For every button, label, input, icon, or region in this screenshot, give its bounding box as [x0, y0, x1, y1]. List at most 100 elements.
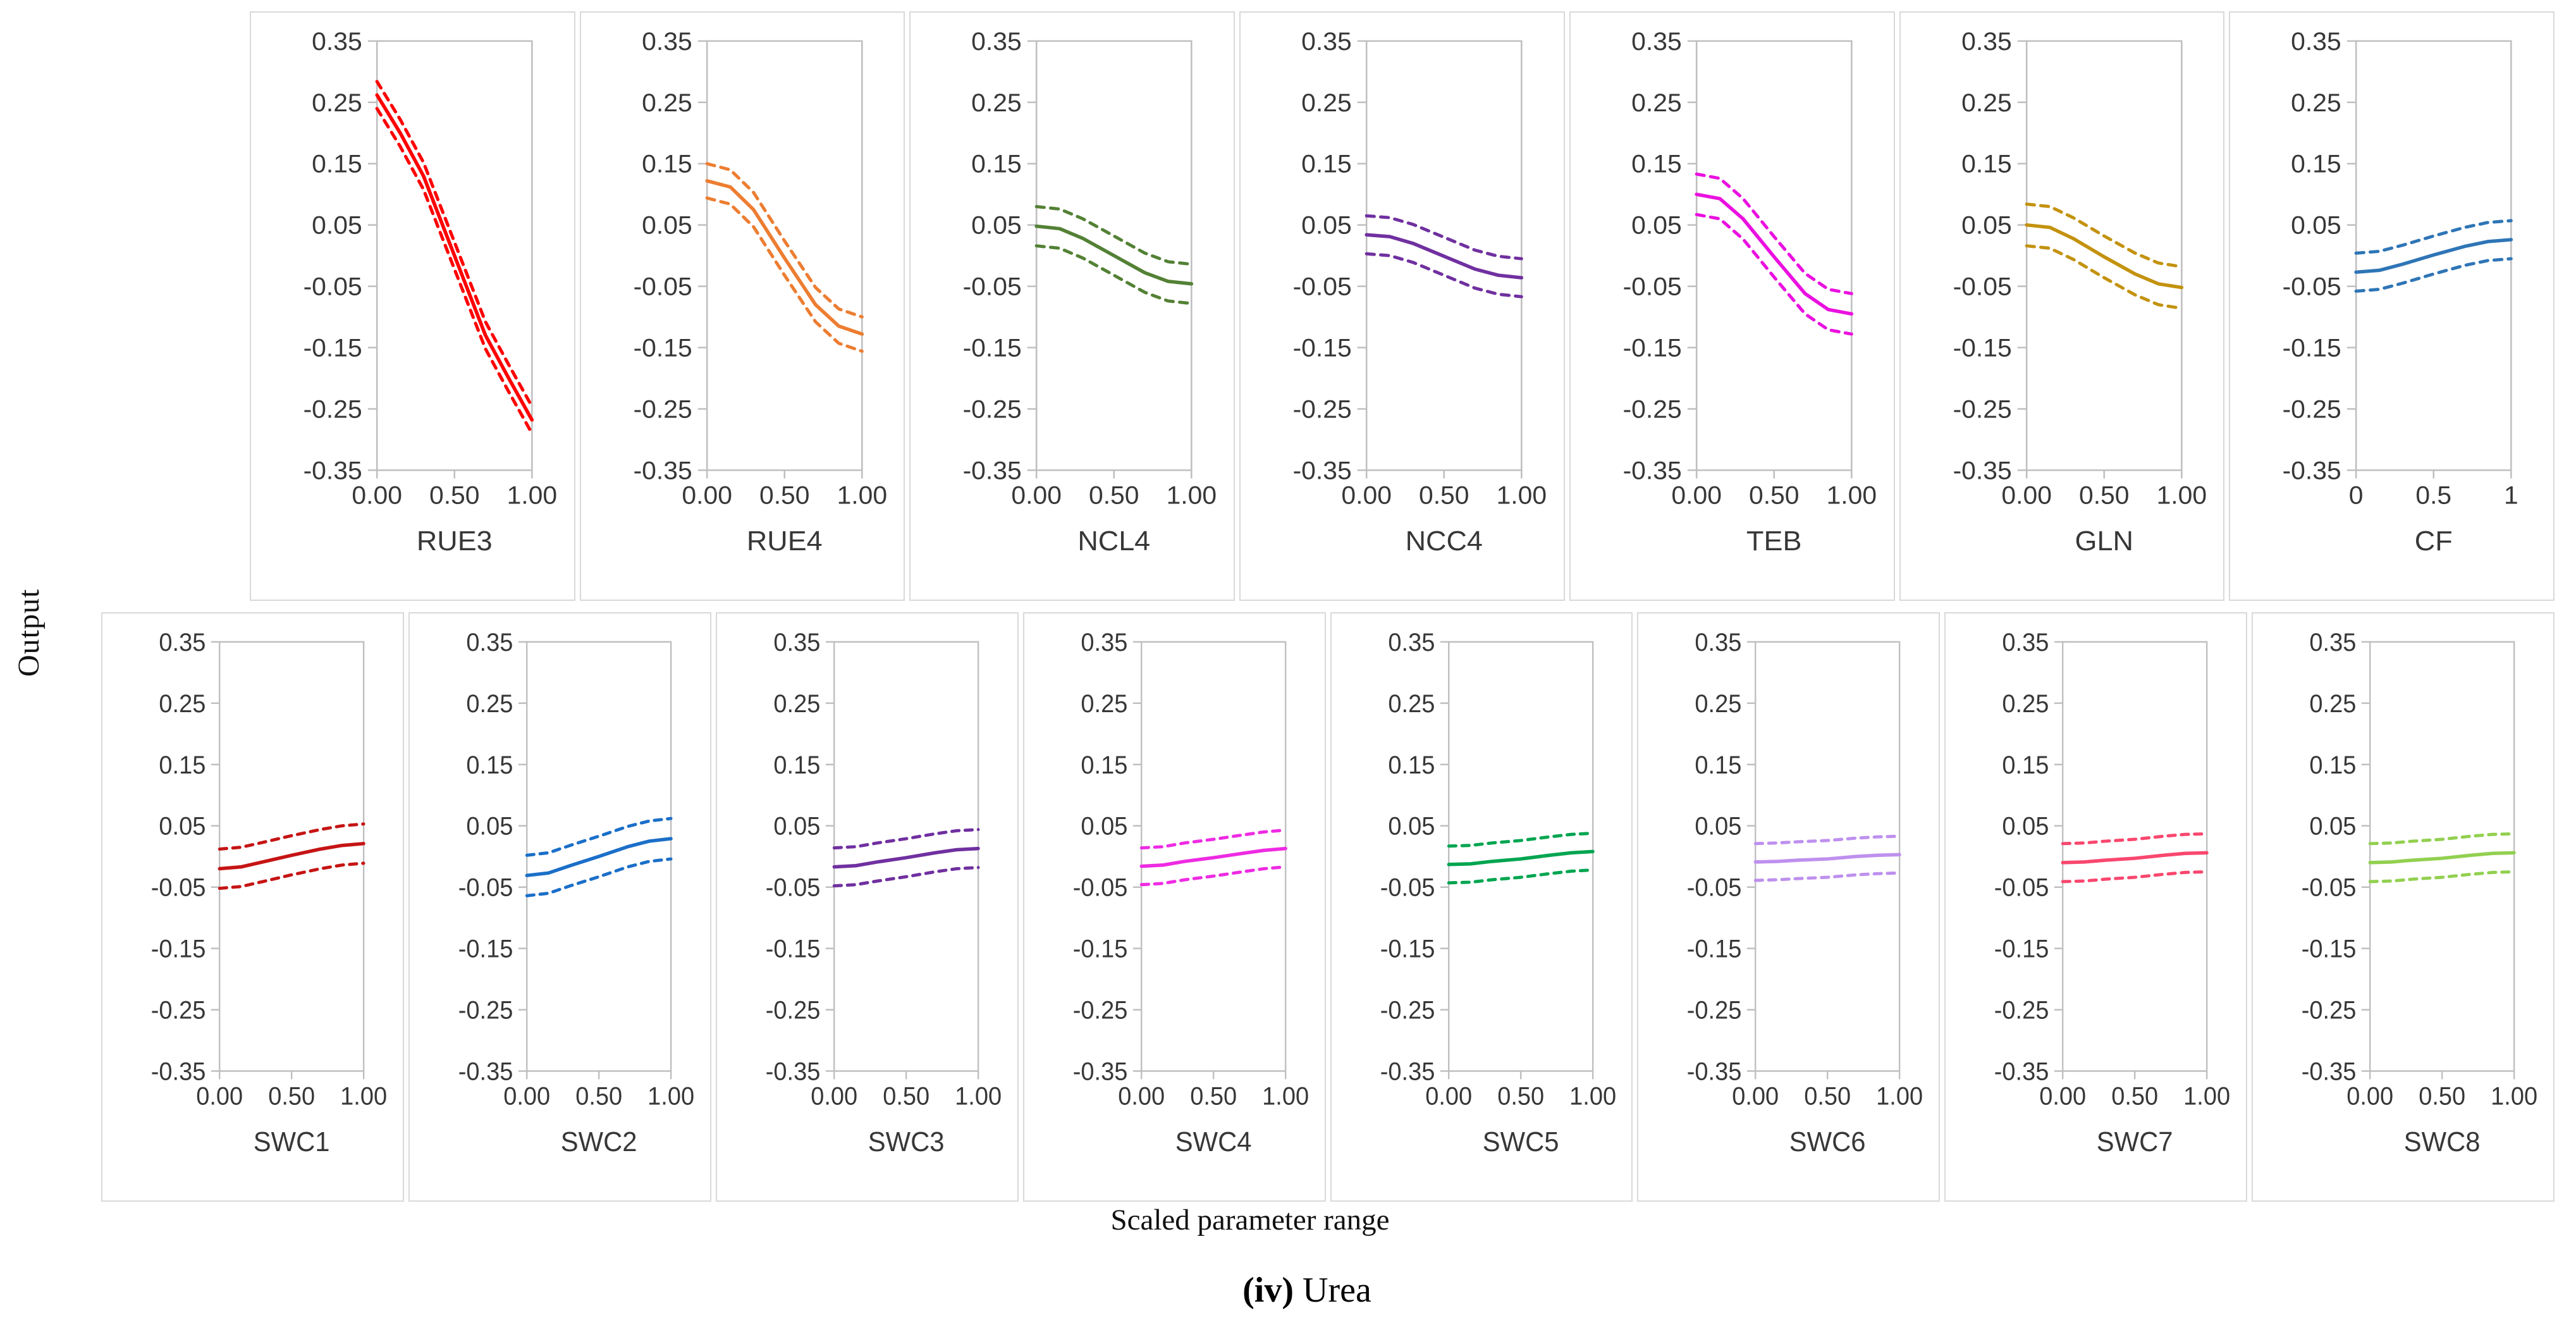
lower-confidence-band — [1035, 244, 1194, 305]
y-tick-label: 0.05 — [466, 813, 513, 841]
x-axis: 0.00 0.50 1.00 — [196, 1071, 387, 1111]
y-tick-label: -0.25 — [1072, 997, 1127, 1025]
y-tick-label: 0.25 — [466, 690, 513, 718]
parameter-name: RUE4 — [747, 526, 823, 557]
chart-GLN: 0.35 0.25 0.15 0.05 -0.05 -0.15 -0.25 -0.350.00… — [1953, 27, 2207, 557]
x-axis: 0.00 0.50 1.00 — [1012, 470, 1217, 509]
y-tick-label: -0.35 — [304, 456, 362, 484]
y-axis: 0.35 0.25 0.15 0.05 -0.05 -0.15 -0.25 -0.35 — [458, 629, 528, 1086]
x-tick-label: 0.00 — [1425, 1082, 1472, 1110]
x-tick-label: 1.00 — [1826, 481, 1877, 509]
upper-confidence-band — [375, 80, 534, 409]
y-tick-label: 0.05 — [1695, 813, 1742, 841]
y-tick-label: 0.25 — [1301, 88, 1352, 116]
y-tick-label: 0.25 — [159, 690, 205, 718]
y-tick-label: -0.25 — [1380, 997, 1435, 1025]
y-tick-label: 0.25 — [1695, 690, 1742, 718]
y-tick-label: 0.25 — [2291, 88, 2341, 116]
y-tick-label: -0.25 — [2283, 395, 2341, 423]
y-tick-label: -0.35 — [766, 1058, 821, 1086]
upper-confidence-band — [1754, 834, 1901, 846]
parameter-name: GLN — [2075, 526, 2133, 557]
mean-line — [705, 179, 864, 336]
y-tick-label: -0.15 — [458, 935, 513, 963]
y-tick-label: 0.25 — [2003, 690, 2049, 718]
chart-SWC1: 0.35 0.25 0.15 0.05 -0.05 -0.15 -0.25 -0.350.00… — [151, 629, 387, 1157]
x-tick-label: 0.00 — [682, 481, 732, 509]
y-tick-label: 0.05 — [1081, 813, 1127, 841]
x-tick-label: 0.00 — [2346, 1082, 2393, 1110]
panel-SWC2: 0.35 0.25 0.15 0.05 -0.05 -0.15 -0.25 -0.35 0.00… — [408, 612, 711, 1202]
lower-confidence-band — [1754, 871, 1901, 882]
y-tick-label: 0.15 — [2003, 751, 2049, 779]
parameter-name: SWC1 — [254, 1126, 330, 1157]
x-tick-label: 0.50 — [1805, 1082, 1851, 1110]
y-tick-label: -0.35 — [633, 456, 692, 484]
plot-frame — [2369, 641, 2515, 1072]
parameter-name: SWC6 — [1789, 1126, 1866, 1157]
upper-confidence-band — [1365, 214, 1524, 261]
y-axis: 0.35 0.25 0.15 0.05 -0.05 -0.15 -0.25 -0.35 — [151, 629, 221, 1086]
panel-SWC6: 0.35 0.25 0.15 0.05 -0.05 -0.15 -0.25 -0.35 0.00… — [1637, 612, 1941, 1202]
y-tick-label: 0.05 — [2310, 813, 2357, 841]
y-tick-label: 0.35 — [2310, 629, 2357, 657]
y-axis: 0.35 0.25 0.15 0.05 -0.05 -0.15 -0.25 -0.35 — [304, 27, 378, 484]
chart-SWC7: 0.35 0.25 0.15 0.05 -0.05 -0.15 -0.25 -0.350.00… — [1994, 629, 2230, 1157]
y-tick-label: -0.15 — [2283, 333, 2341, 362]
x-tick-label: 0.00 — [503, 1082, 550, 1110]
lower-confidence-band — [2354, 257, 2513, 293]
y-tick-label: 0.35 — [972, 27, 1022, 55]
y-tick-label: -0.35 — [2302, 1058, 2357, 1086]
panel-NCC4: 0.35 0.25 0.15 0.05 -0.05 -0.15 -0.25 -0.35 0.00… — [1239, 11, 1565, 601]
x-tick-label: 0.50 — [2079, 481, 2130, 509]
upper-confidence-band — [2354, 219, 2513, 255]
y-axis: 0.35 0.25 0.15 0.05 -0.05 -0.15 -0.25 -0.35 — [1293, 27, 1368, 484]
y-tick-label: -0.05 — [1994, 874, 2049, 902]
y-tick-label: 0.25 — [1388, 690, 1435, 718]
y-tick-label: 0.15 — [159, 751, 205, 779]
x-tick-label: 1.00 — [1497, 481, 1547, 509]
chart-NCL4: 0.35 0.25 0.15 0.05 -0.05 -0.15 -0.25 -0.350.00… — [963, 27, 1217, 557]
x-tick-label: 1.00 — [2183, 1082, 2230, 1110]
y-tick-label: 0.05 — [1961, 211, 2012, 239]
mean-line — [2024, 223, 2183, 290]
panel-RUE3: 0.35 0.25 0.15 0.05 -0.05 -0.15 -0.25 -0.35 0.00… — [250, 11, 575, 601]
y-tick-label: -0.05 — [151, 874, 206, 902]
y-tick-label: 0.25 — [2310, 690, 2357, 718]
y-tick-label: -0.15 — [2302, 935, 2357, 963]
x-tick-label: 0.50 — [2419, 1082, 2465, 1110]
y-tick-label: 0.35 — [1961, 27, 2012, 55]
x-tick-label: 0.50 — [429, 481, 480, 509]
panel-CF: 0.35 0.25 0.15 0.05 -0.05 -0.15 -0.25 -0.35 0 0.5… — [2229, 11, 2555, 601]
y-tick-label: -0.25 — [963, 395, 1022, 423]
upper-confidence-band — [2368, 832, 2516, 846]
parameter-name: SWC2 — [561, 1126, 637, 1157]
mean-line — [1447, 849, 1595, 866]
y-tick-label: 0.15 — [466, 751, 513, 779]
x-tick-label: 0.50 — [1749, 481, 1800, 509]
y-axis: 0.35 0.25 0.15 0.05 -0.05 -0.15 -0.25 -0.35 — [633, 27, 708, 484]
x-tick-label: 0.00 — [2039, 1082, 2086, 1110]
upper-confidence-band — [1447, 831, 1595, 848]
y-tick-label: 0.25 — [1961, 88, 2012, 116]
y-tick-label: 0.35 — [642, 27, 692, 55]
x-tick-label: 1.00 — [340, 1082, 387, 1110]
chart-SWC5: 0.35 0.25 0.15 0.05 -0.05 -0.15 -0.25 -0.350.00… — [1380, 629, 1616, 1157]
lower-confidence-band — [375, 107, 534, 435]
y-axis: 0.35 0.25 0.15 0.05 -0.05 -0.15 -0.25 -0.35 — [2302, 629, 2371, 1086]
y-tick-label: -0.15 — [1293, 333, 1352, 362]
x-tick-label: 1.00 — [837, 481, 887, 509]
lower-confidence-band — [2061, 870, 2209, 884]
plot-frame — [2062, 641, 2208, 1072]
x-axis: 0.00 0.50 1.00 — [2001, 470, 2207, 509]
x-tick-label: 0.5 — [2416, 481, 2452, 509]
y-tick-label: -0.05 — [633, 272, 692, 300]
y-tick-label: 0.25 — [312, 88, 362, 116]
x-axis: 0.00 0.50 1.00 — [682, 470, 887, 509]
y-tick-label: 0.15 — [1695, 751, 1742, 779]
panel-TEB: 0.35 0.25 0.15 0.05 -0.05 -0.15 -0.25 -0.35 0.00… — [1569, 11, 1895, 601]
lower-confidence-band — [2368, 870, 2516, 884]
y-tick-label: 0.15 — [773, 751, 820, 779]
lower-confidence-band — [1695, 213, 1853, 336]
